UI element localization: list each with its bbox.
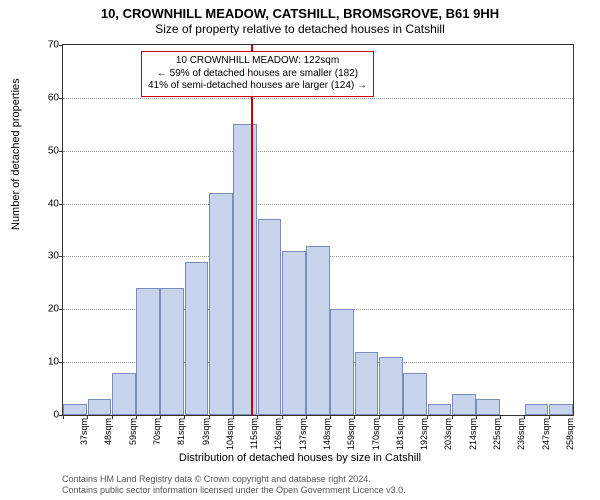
attribution-line-2: Contains public sector information licen… <box>62 485 406 496</box>
histogram-bar <box>258 219 282 415</box>
plot-area: 01020304050607037sqm48sqm59sqm70sqm81sqm… <box>62 44 574 416</box>
histogram-bar <box>160 288 184 415</box>
histogram-bar <box>452 394 476 415</box>
x-tick-mark <box>87 415 88 419</box>
grid-line <box>63 204 573 205</box>
histogram-bar <box>379 357 403 415</box>
histogram-bar <box>282 251 306 415</box>
histogram-bar <box>209 193 233 415</box>
x-tick-mark <box>476 415 477 419</box>
histogram-bar <box>136 288 160 415</box>
x-tick-mark <box>403 415 404 419</box>
x-tick-label: 236sqm <box>516 418 526 450</box>
histogram-bar <box>403 373 427 415</box>
x-tick-label: 170sqm <box>371 418 381 450</box>
y-tick-label: 10 <box>48 357 59 368</box>
x-axis-label: Distribution of detached houses by size … <box>0 452 600 464</box>
x-tick-mark <box>500 415 501 419</box>
x-tick-mark <box>354 415 355 419</box>
histogram-bar <box>88 399 112 415</box>
y-tick-label: 70 <box>48 40 59 51</box>
x-tick-label: 37sqm <box>79 418 89 445</box>
grid-line <box>63 151 573 152</box>
histogram-bar <box>185 262 209 415</box>
page-subtitle: Size of property relative to detached ho… <box>0 22 600 36</box>
x-tick-label: 159sqm <box>346 418 356 450</box>
x-tick-label: 247sqm <box>541 418 551 450</box>
attribution-line-1: Contains HM Land Registry data © Crown c… <box>62 474 406 485</box>
x-tick-label: 148sqm <box>322 418 332 450</box>
annotation-box: 10 CROWNHILL MEADOW: 122sqm ← 59% of det… <box>141 51 374 97</box>
y-tick-mark <box>59 151 63 152</box>
x-tick-mark <box>209 415 210 419</box>
x-tick-label: 81sqm <box>176 418 186 445</box>
attribution: Contains HM Land Registry data © Crown c… <box>62 474 406 496</box>
chart-container: 10, CROWNHILL MEADOW, CATSHILL, BROMSGRO… <box>0 0 600 500</box>
x-tick-mark <box>160 415 161 419</box>
annotation-line-1: 10 CROWNHILL MEADOW: 122sqm <box>148 55 367 68</box>
x-tick-mark <box>63 415 64 419</box>
x-tick-label: 59sqm <box>128 418 138 445</box>
x-tick-mark <box>524 415 525 419</box>
x-tick-label: 203sqm <box>443 418 453 450</box>
y-tick-mark <box>59 256 63 257</box>
x-tick-label: 70sqm <box>152 418 162 445</box>
histogram-bar <box>476 399 500 415</box>
histogram-bar <box>428 404 452 415</box>
annotation-line-3: 41% of semi-detached houses are larger (… <box>148 80 367 93</box>
x-tick-mark <box>452 415 453 419</box>
histogram-bar <box>306 246 330 415</box>
y-tick-mark <box>59 309 63 310</box>
x-tick-mark <box>330 415 331 419</box>
y-tick-label: 50 <box>48 145 59 156</box>
x-tick-label: 137sqm <box>298 418 308 450</box>
histogram-bar <box>63 404 87 415</box>
y-tick-mark <box>59 45 63 46</box>
x-tick-label: 104sqm <box>225 418 235 450</box>
x-tick-mark <box>112 415 113 419</box>
x-tick-label: 48sqm <box>103 418 113 445</box>
y-tick-label: 30 <box>48 251 59 262</box>
x-tick-label: 93sqm <box>201 418 211 445</box>
x-tick-label: 126sqm <box>273 418 283 450</box>
x-tick-mark <box>306 415 307 419</box>
x-tick-label: 258sqm <box>565 418 575 450</box>
histogram-bar <box>330 309 354 415</box>
histogram-bar <box>549 404 573 415</box>
x-tick-mark <box>233 415 234 419</box>
page-title: 10, CROWNHILL MEADOW, CATSHILL, BROMSGRO… <box>0 0 600 21</box>
x-tick-mark <box>257 415 258 419</box>
x-tick-mark <box>427 415 428 419</box>
histogram-bar <box>112 373 136 415</box>
x-tick-mark <box>379 415 380 419</box>
y-tick-mark <box>59 204 63 205</box>
x-tick-mark <box>549 415 550 419</box>
x-tick-mark <box>136 415 137 419</box>
histogram-bar <box>355 352 379 415</box>
x-tick-label: 225sqm <box>492 418 502 450</box>
y-tick-label: 20 <box>48 304 59 315</box>
x-tick-label: 181sqm <box>395 418 405 450</box>
histogram-bar <box>233 124 257 415</box>
y-tick-label: 60 <box>48 92 59 103</box>
x-tick-label: 115sqm <box>249 418 259 449</box>
y-tick-mark <box>59 98 63 99</box>
y-tick-label: 40 <box>48 198 59 209</box>
x-tick-mark <box>184 415 185 419</box>
x-tick-mark <box>282 415 283 419</box>
y-tick-mark <box>59 362 63 363</box>
x-tick-label: 214sqm <box>468 418 478 450</box>
grid-line <box>63 98 573 99</box>
annotation-line-2: ← 59% of detached houses are smaller (18… <box>148 68 367 81</box>
histogram-bar <box>525 404 549 415</box>
x-tick-label: 192sqm <box>419 418 429 450</box>
marker-line <box>251 45 253 415</box>
y-axis-label: Number of detached properties <box>10 78 22 230</box>
